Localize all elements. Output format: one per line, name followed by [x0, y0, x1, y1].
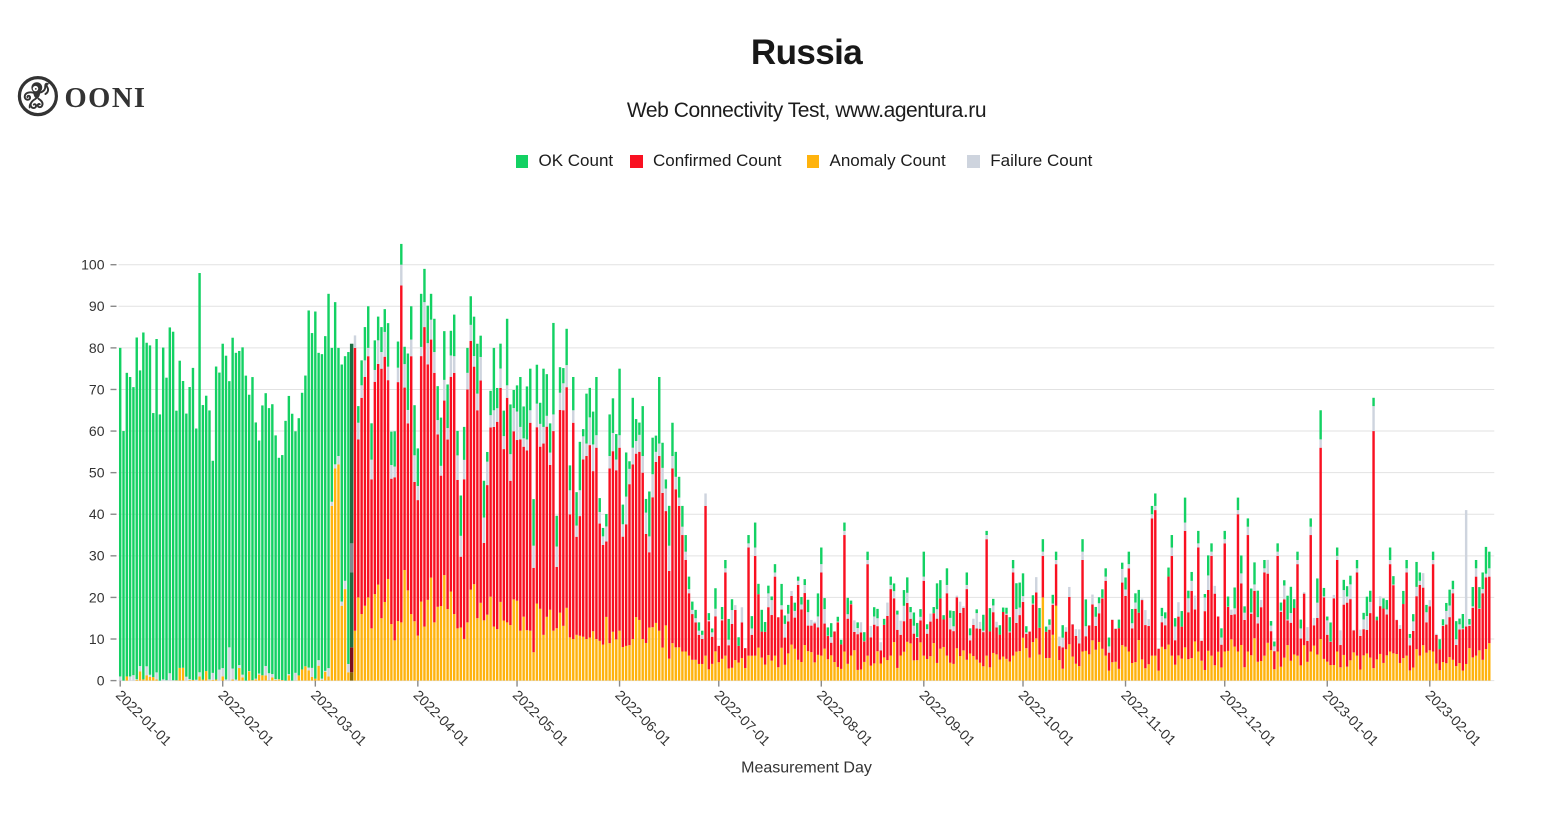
svg-text:90: 90: [89, 298, 105, 314]
svg-text:Measurement Day: Measurement Day: [741, 760, 872, 777]
svg-text:20: 20: [89, 589, 105, 605]
svg-text:30: 30: [89, 548, 105, 564]
svg-text:60: 60: [89, 423, 105, 439]
svg-text:2022-07-01: 2022-07-01: [711, 687, 773, 749]
svg-text:2023-01-01: 2023-01-01: [1320, 687, 1382, 749]
svg-text:OONI: OONI: [65, 83, 147, 114]
svg-text:100: 100: [81, 257, 105, 273]
svg-text:2022-08-01: 2022-08-01: [814, 687, 876, 749]
svg-text:40: 40: [89, 506, 105, 522]
svg-text:2022-02-01: 2022-02-01: [215, 687, 277, 749]
svg-text:2022-10-01: 2022-10-01: [1016, 687, 1078, 749]
svg-text:2022-04-01: 2022-04-01: [411, 687, 473, 749]
svg-text:50: 50: [89, 465, 105, 481]
svg-text:2022-06-01: 2022-06-01: [612, 687, 674, 749]
svg-text:0: 0: [97, 673, 105, 689]
svg-text:10: 10: [89, 631, 105, 647]
svg-text:2022-12-01: 2022-12-01: [1217, 687, 1279, 749]
svg-text:2022-05-01: 2022-05-01: [510, 687, 572, 749]
svg-text:2022-01-01: 2022-01-01: [113, 687, 175, 749]
svg-text:2022-03-01: 2022-03-01: [308, 687, 370, 749]
svg-text:2022-11-01: 2022-11-01: [1118, 687, 1179, 748]
svg-text:2022-09-01: 2022-09-01: [916, 687, 978, 749]
svg-text:80: 80: [89, 340, 105, 356]
svg-text:70: 70: [89, 381, 105, 397]
svg-text:2023-02-01: 2023-02-01: [1422, 687, 1484, 749]
